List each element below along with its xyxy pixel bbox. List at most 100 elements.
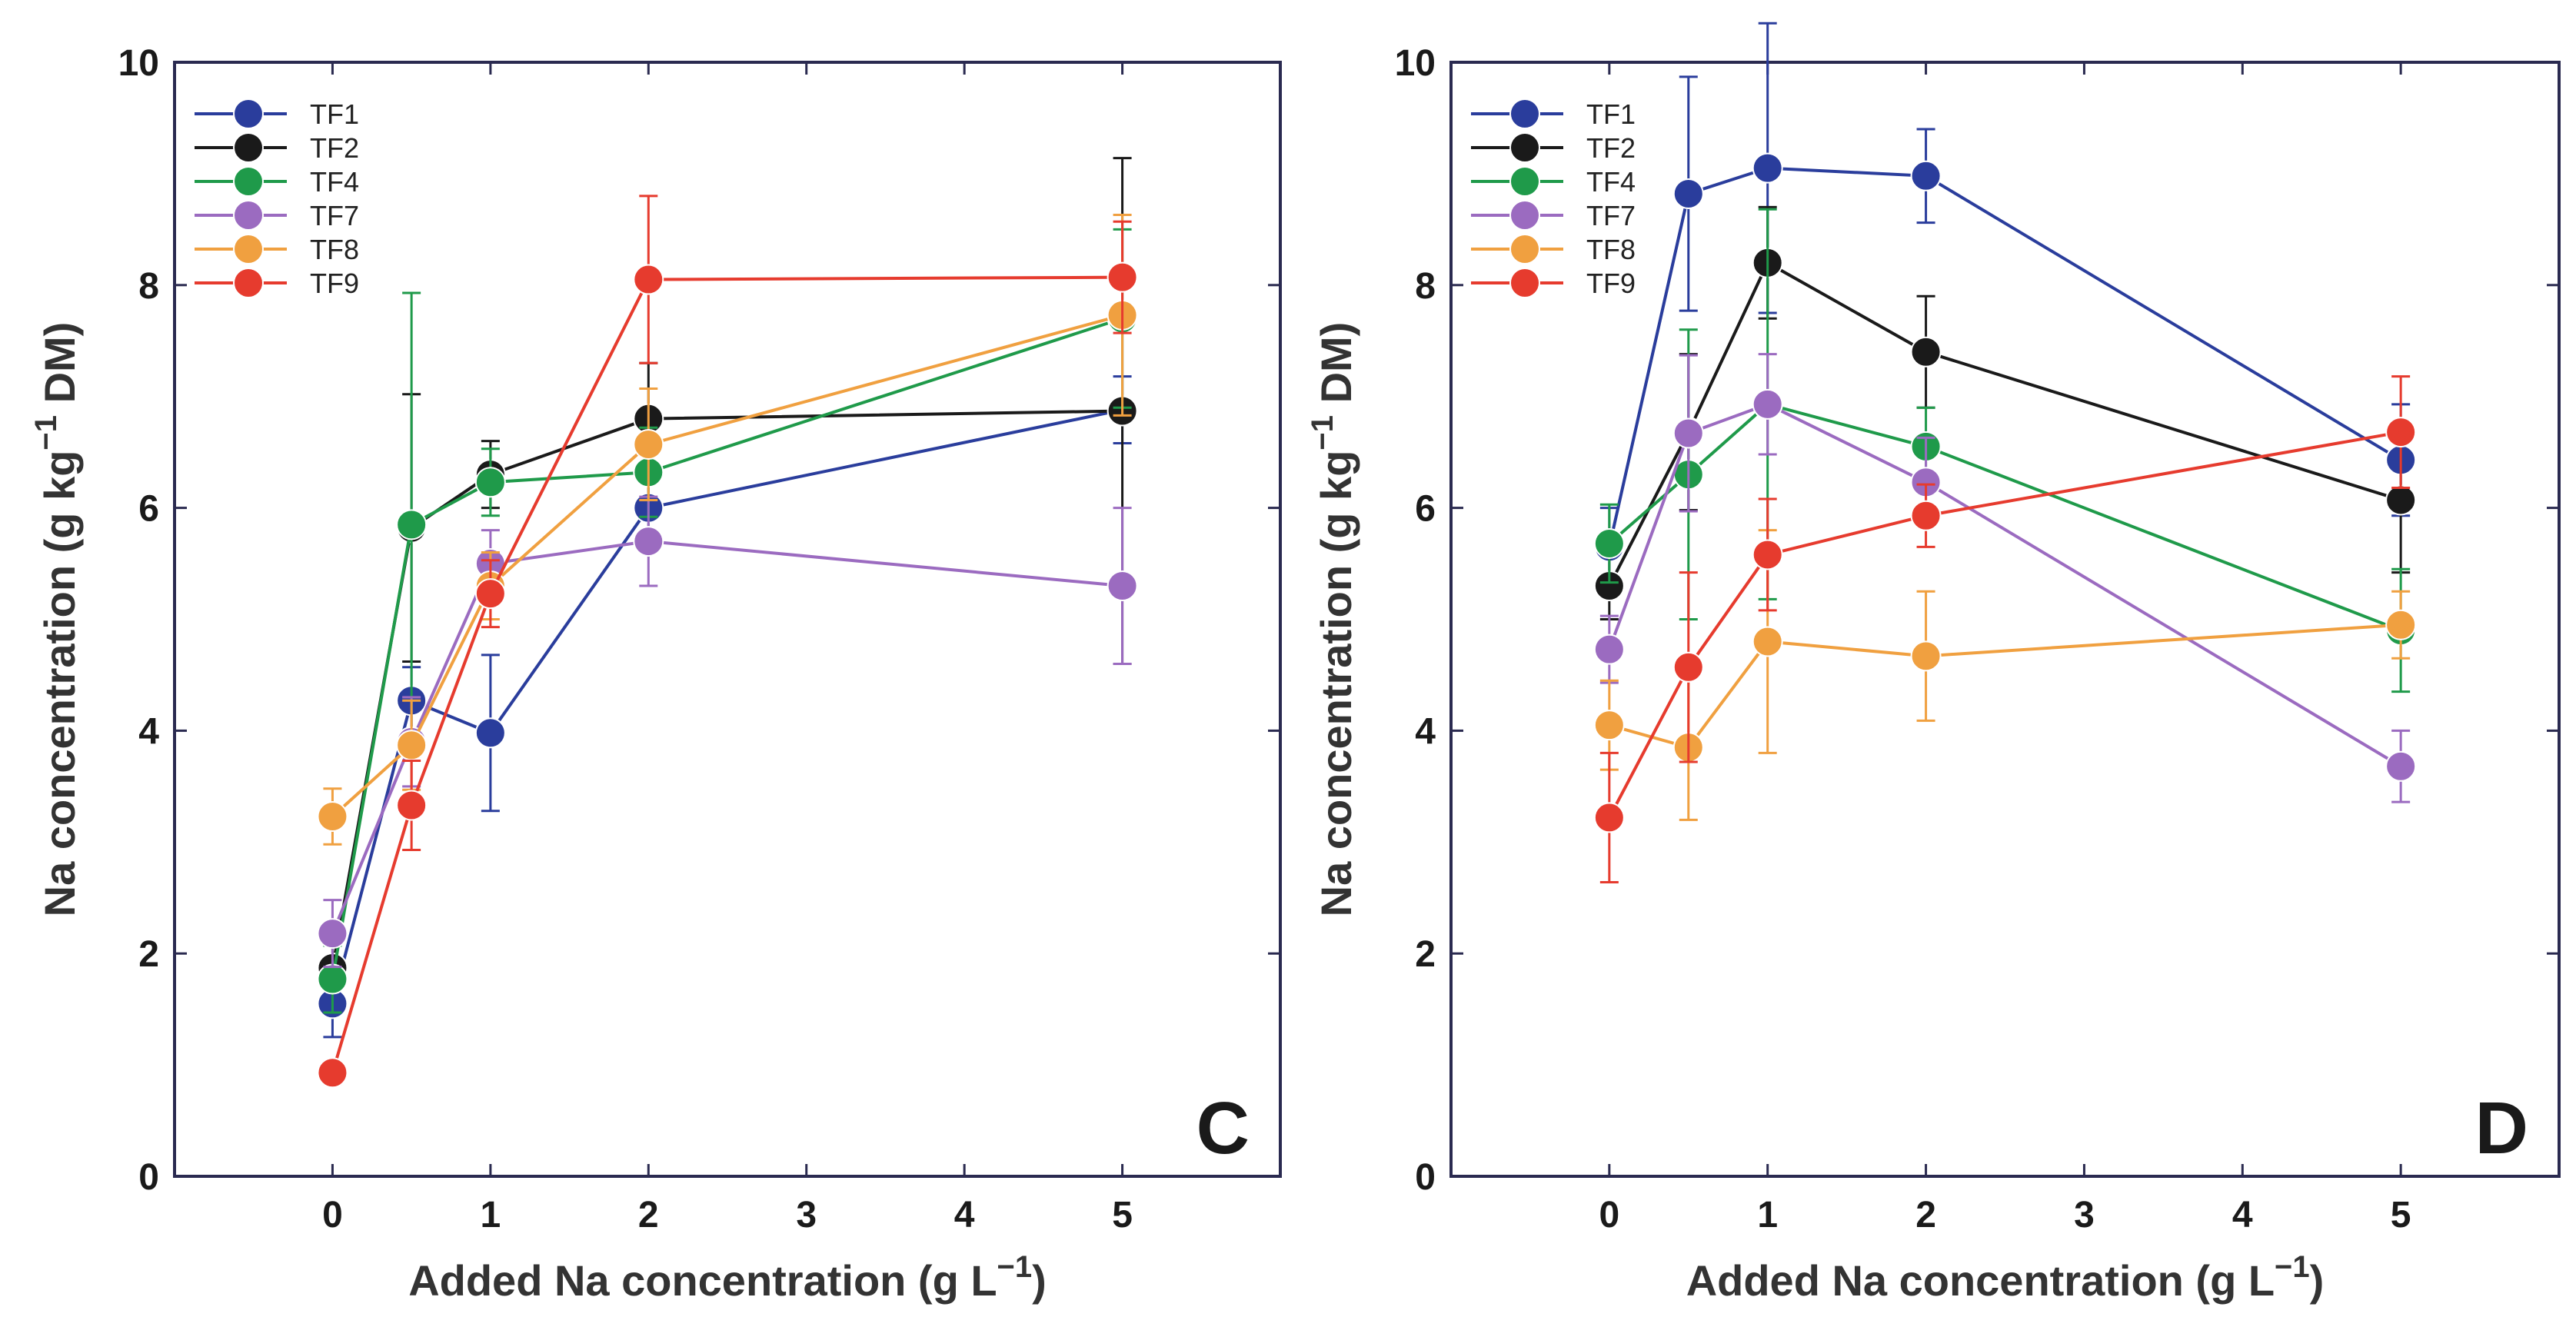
plot-frame [1449,61,2561,1178]
x-tick-label: 1 [481,1195,501,1236]
y-axis-title-end: DM) [1312,322,1360,415]
y-tick-label: 8 [1415,266,1436,307]
data-point [317,1057,348,1089]
y-tick-label: 2 [1415,934,1436,975]
data-point [2385,750,2417,782]
data-point [1107,261,1138,293]
series-line [331,408,1123,1004]
data-point [474,578,506,610]
legend-label: TF7 [310,200,359,231]
legend-marker [233,98,264,129]
x-axis-title-sup: −1 [997,1250,1033,1284]
legend-marker [1509,234,1540,264]
legend-label: TF1 [310,98,359,130]
legend-label: TF8 [310,234,359,265]
series-tf2 [1593,205,2417,620]
y-tick-label: 10 [1395,43,1436,84]
series-line [1608,261,2401,587]
data-point [1593,710,1625,741]
x-tick-label: 0 [1599,1195,1620,1236]
data-point [1910,640,1942,672]
y-tick-label: 0 [138,1157,159,1198]
data-point [1910,160,1942,191]
x-axis-title-end: ) [2310,1256,2325,1305]
y-tick-label: 10 [118,43,159,84]
x-axis-title-sup: −1 [2275,1250,2310,1284]
series-line [1608,402,2401,632]
x-axis-title: Added Na concentration (g L−1) [408,1250,1047,1305]
data-point [396,730,428,761]
series-tf9 [1593,375,2417,883]
series-line [331,409,1123,969]
data-point [633,429,664,461]
y-axis-title-text: Na concentration (g kg [1312,451,1360,917]
y-axis-title-end: DM) [35,322,84,415]
data-point [396,790,428,821]
data-point [317,963,348,995]
data-point [2385,417,2417,448]
y-tick-label: 8 [138,266,159,307]
legend-label: TF1 [1586,98,1636,130]
series-line [331,540,1123,934]
x-axis-title-end: ) [1032,1256,1047,1305]
legend-label: TF4 [1586,166,1636,198]
legend-label: TF4 [310,166,359,198]
legend-label: TF8 [1586,234,1636,265]
x-tick-label: 0 [322,1195,343,1236]
data-point [1910,336,1942,367]
x-tick-label: 4 [2232,1195,2253,1236]
legend-marker [1509,132,1540,163]
y-tick-label: 6 [138,489,159,530]
series-tf9 [317,195,1138,1089]
legend-label: TF9 [310,268,359,299]
panel-label: C [1196,1087,1250,1169]
series-line [1609,623,2401,750]
legend-marker [233,200,264,231]
legend-label: TF9 [1586,268,1636,299]
data-point [1752,388,1783,420]
legend-label: TF7 [1586,200,1636,231]
series-line [331,313,1123,818]
data-point [317,800,348,832]
y-axis-title-sup: −1 [29,415,63,451]
x-tick-label: 3 [796,1195,817,1236]
series-tf7 [317,495,1138,969]
legend-marker [1509,166,1540,197]
x-tick-label: 1 [1757,1195,1778,1236]
x-tick-label: 3 [2074,1195,2095,1236]
legend-marker [233,132,264,163]
data-point [2385,609,2417,640]
data-point [317,918,348,950]
legend-marker [1509,200,1540,231]
data-point [633,264,664,295]
x-tick-label: 5 [1112,1195,1133,1236]
legend-marker [233,234,264,264]
series-tf7 [1593,353,2417,803]
panel-c: 0 2 4 6 8 10 0 1 2 3 4 5 Added Na concentration (g L… [29,43,1282,1305]
legend-marker [1509,268,1540,298]
y-tick-label: 4 [1415,711,1436,752]
legend-marker [233,268,264,298]
y-axis-title-sup: −1 [1306,415,1340,451]
data-point [474,717,506,749]
x-tick-label: 5 [2391,1195,2411,1236]
data-point [1910,500,1942,531]
x-axis-title: Added Na concentration (g L−1) [1686,1250,2325,1305]
y-tick-label: 6 [1415,489,1436,530]
x-tick-label: 4 [954,1195,975,1236]
x-axis-title-text: Added Na concentration (g L [1686,1256,2275,1305]
plot-frame [173,61,1282,1178]
x-tick-label: 2 [638,1195,659,1236]
y-axis-title: Na concentration (g kg−1 DM) [1306,322,1360,917]
series-tf8 [1593,529,2417,821]
data-point [1593,527,1625,559]
data-point [1752,626,1783,657]
legend-label: TF2 [310,132,359,164]
data-point [633,526,664,557]
data-point [1672,651,1704,683]
series-line [331,275,1123,1073]
series-line [1608,431,2401,819]
panel-label: D [2475,1087,2528,1169]
